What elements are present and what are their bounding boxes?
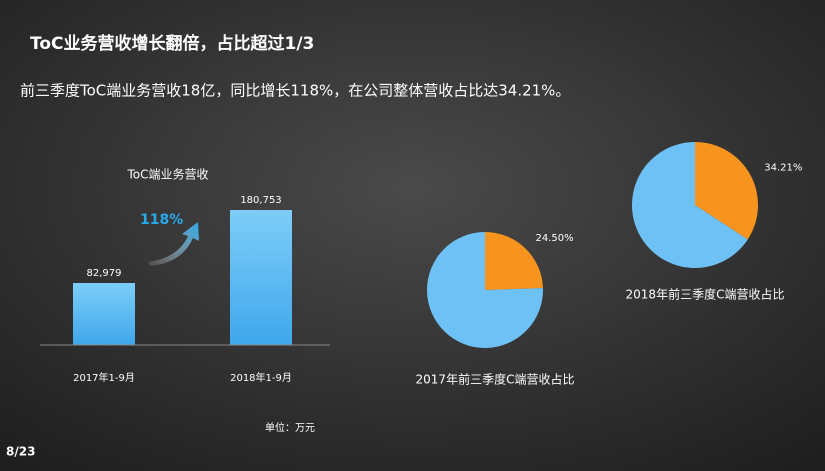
slide-subtitle: 前三季度ToC端业务营收18亿，同比增长118%，在公司整体营收占比达34.21… xyxy=(20,82,570,100)
growth-arrow xyxy=(148,222,199,266)
bar xyxy=(73,283,135,345)
unit-label: 单位：万元 xyxy=(265,421,315,434)
pie-value-label: 24.50% xyxy=(535,233,573,244)
growth-annotation: 118% xyxy=(140,212,183,228)
bar-chart-title: ToC端业务营收 xyxy=(126,167,208,182)
x-tick-label: 2018年1-9月 xyxy=(230,371,292,384)
bar-value-label: 82,979 xyxy=(87,268,122,279)
pie-title: 2017年前三季度C端营收占比 xyxy=(416,372,575,387)
pie-slice xyxy=(485,232,543,290)
x-tick-label: 2017年1-9月 xyxy=(73,371,135,384)
bar xyxy=(230,210,292,345)
page-number: 8/23 xyxy=(6,445,35,459)
pie-slice xyxy=(632,142,748,268)
slide-title: ToC业务营收增长翻倍，占比超过1/3 xyxy=(30,33,314,54)
pie-slice xyxy=(695,142,758,240)
pie-slice xyxy=(426,232,543,348)
bar-value-label: 180,753 xyxy=(240,195,281,206)
pie-value-label: 34.21% xyxy=(764,163,802,174)
pie-title: 2018年前三季度C端营收占比 xyxy=(626,287,785,302)
